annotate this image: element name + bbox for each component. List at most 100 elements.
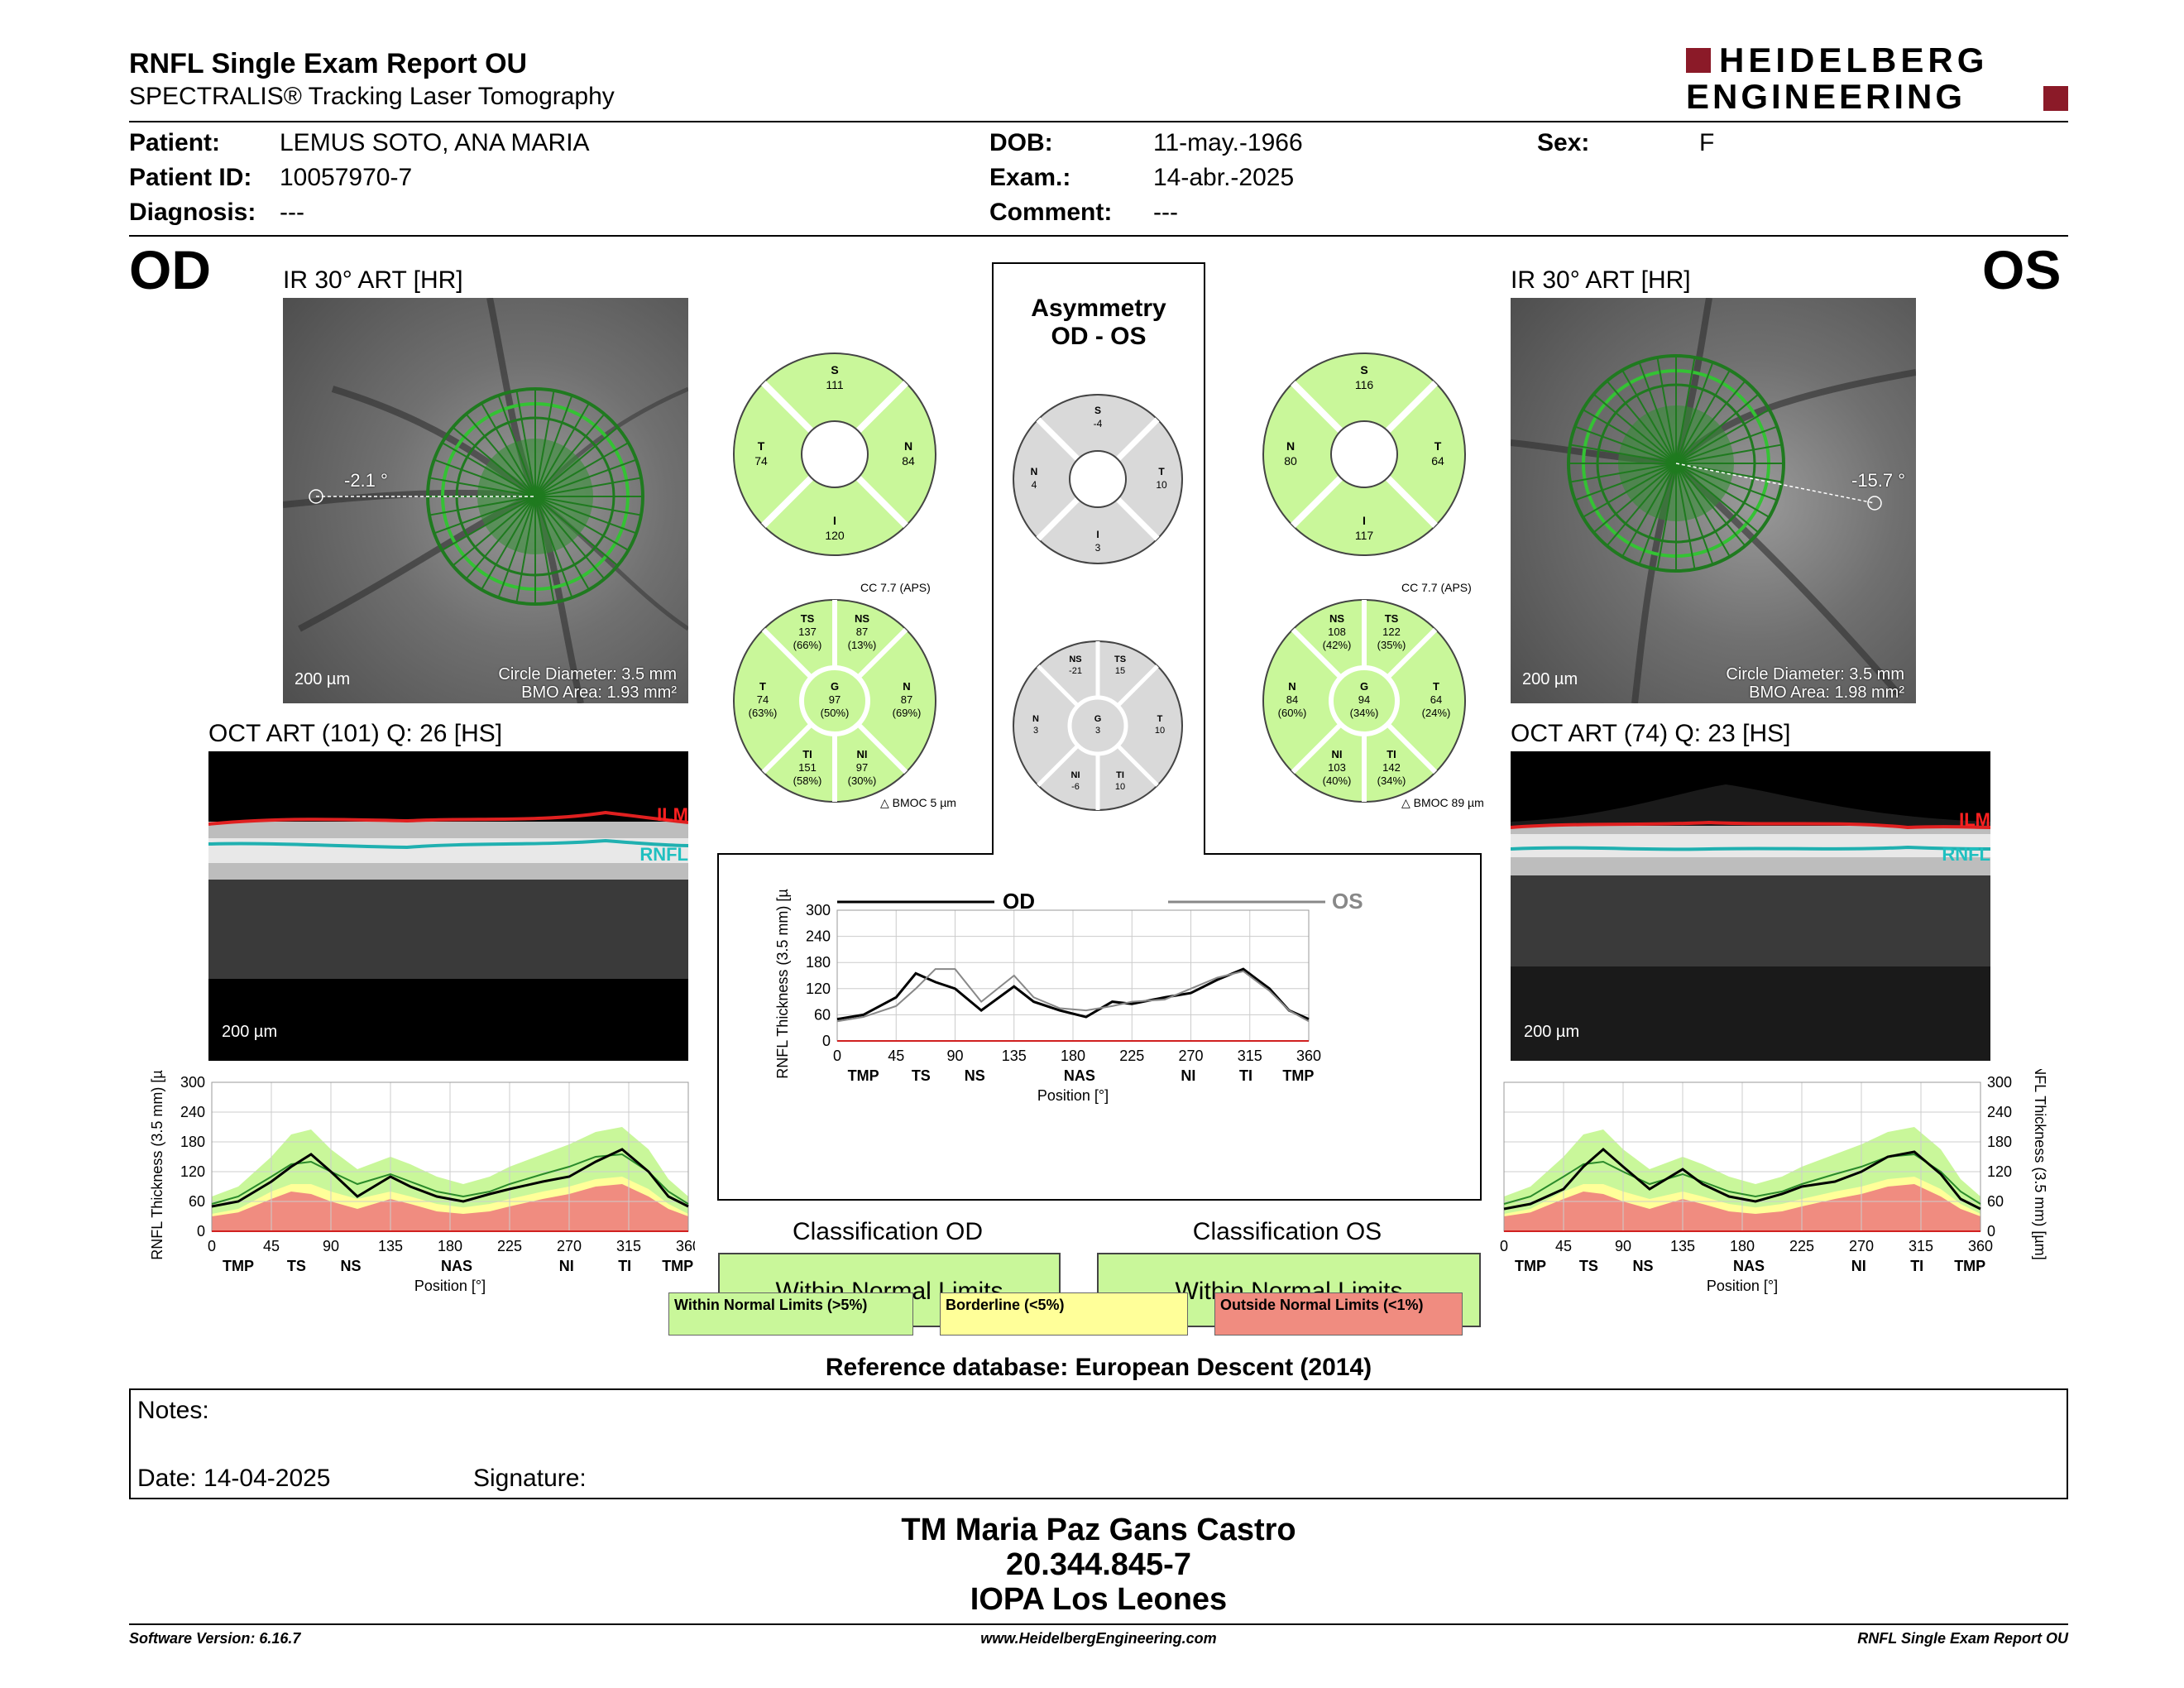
scan-spoke (481, 496, 536, 591)
x-tick-label: 315 (1238, 1048, 1262, 1064)
scan-spoke (534, 402, 590, 497)
asym-s-ni: -6 (1071, 782, 1080, 792)
asym-title-2: OD - OS (1051, 323, 1147, 350)
diagnosis-label: Diagnosis: (129, 199, 256, 226)
od-s-ti: 151 (798, 761, 817, 774)
os-q-t-label: T (1434, 439, 1442, 453)
logo-square-bottom (2043, 86, 2068, 111)
heidelberg-logo: HEIDELBERG ENGINEERING (1686, 41, 2068, 119)
od-sector-chart: TS 137 (66%) NS 87 (13%) T 74 (63%) G 97… (733, 599, 936, 803)
sector-label: TMP (223, 1258, 254, 1274)
scan-spoke (1582, 409, 1677, 464)
y-tick-label: 0 (197, 1223, 205, 1240)
od-quadrant-chart: S 111 T 74 N 84 I 120 (733, 352, 936, 556)
y-tick-label: 300 (180, 1074, 205, 1091)
scan-spoke (534, 496, 619, 567)
x-tick-label: 135 (378, 1238, 403, 1254)
scan-spoke (1638, 463, 1677, 565)
od-oct-image: ILM RNFL 200 µm (208, 751, 688, 1061)
scan-spoke (1592, 463, 1677, 534)
os-q-n: 80 (1284, 454, 1297, 468)
x-tick-label: 45 (263, 1238, 280, 1254)
asym-s-n-label: N (1032, 714, 1039, 724)
od-q-s: 111 (826, 378, 843, 391)
y-tick-label: 300 (806, 902, 831, 918)
signer-org: IOPA Los Leones (970, 1582, 1228, 1617)
footer-divider (129, 1623, 2068, 1625)
scan-spoke (1621, 463, 1677, 558)
x-tick-label: 315 (616, 1238, 641, 1254)
sector-label: TI (1910, 1258, 1923, 1274)
measured-line (1503, 1148, 1981, 1211)
os-q-i-label: I (1363, 514, 1366, 527)
scan-spoke (441, 442, 536, 497)
software-version: Software Version: 6.16.7 (129, 1630, 301, 1647)
asym-s-ts: 15 (1115, 666, 1125, 676)
od-s-ni-p: (30%) (848, 774, 877, 787)
sector-label: NS (965, 1067, 985, 1084)
scan-spoke (1606, 380, 1677, 464)
reference-database: Reference database: European Descent (20… (825, 1354, 1372, 1381)
x-tick-label: 270 (1849, 1238, 1874, 1254)
sector-label: TI (1239, 1067, 1252, 1084)
x-tick-label: 0 (833, 1048, 841, 1064)
os-angle: -15.7 ° (1851, 470, 1906, 491)
scan-spoke (1675, 463, 1696, 570)
delta-icon: △ (1401, 796, 1410, 809)
od-s-ts-label: TS (801, 612, 815, 625)
od-s-t: 74 (757, 693, 769, 706)
y-tick-label: 120 (180, 1163, 205, 1180)
asym-s-t: 10 (1155, 726, 1165, 736)
scan-spoke (1675, 463, 1778, 501)
scan-spoke (534, 496, 637, 535)
y-axis-label: RNFL Thickness (3.5 mm) [µm] (2032, 1069, 2048, 1260)
x-tick-label: 360 (1968, 1238, 1993, 1254)
logo-line1: HEIDELBERG (1719, 41, 1989, 79)
od-s-g: 97 (829, 693, 841, 706)
os-q-t: 64 (1431, 454, 1444, 468)
classification-os-title: Classification OS (1192, 1218, 1382, 1245)
y-tick-label: 180 (180, 1134, 205, 1150)
measured-line (211, 1148, 689, 1208)
scan-spoke (1592, 393, 1677, 464)
os-s-ni-label: NI (1332, 748, 1343, 760)
scan-spoke (534, 496, 606, 580)
y-tick-label: 180 (806, 954, 831, 971)
asym-q-t-label: T (1158, 466, 1165, 477)
os-s-t-label: T (1433, 680, 1439, 693)
os-s-g-label: G (1360, 680, 1368, 693)
report-name-footer: RNFL Single Exam Report OU (1857, 1630, 2068, 1647)
asym-title-1: Asymmetry (1031, 295, 1166, 322)
od-fundus-scale: 200 µm (295, 670, 351, 688)
od-oct-title: OCT ART (101) Q: 26 [HS] (208, 720, 503, 747)
date-label: Date: 14-04-2025 (137, 1465, 331, 1492)
asym-sector-chart: NS -21 TS 15 N 3 G 3 T 10 NI -6 TI 10 (1013, 640, 1183, 811)
od-s-ns: 87 (856, 626, 868, 638)
asym-s-ni-label: NI (1071, 770, 1080, 780)
x-tick-label: 90 (946, 1048, 963, 1064)
os-s-ts: 122 (1382, 626, 1401, 638)
sector-label: NI (1181, 1067, 1195, 1084)
scan-spoke (429, 477, 536, 497)
scan-spoke (465, 413, 536, 497)
y-tick-label: 60 (189, 1193, 205, 1210)
report-subtitle: SPECTRALIS® Tracking Laser Tomography (129, 83, 615, 110)
asym-s-g-label: G (1094, 714, 1102, 724)
scan-spoke (534, 442, 630, 497)
scan-spoke (1621, 369, 1677, 464)
os-q-n-label: N (1286, 439, 1295, 453)
x-axis-label: Position [°] (414, 1278, 486, 1294)
x-tick-label: 270 (557, 1238, 582, 1254)
os-fundus-scale: 200 µm (1522, 670, 1578, 688)
x-tick-label: 0 (1500, 1238, 1508, 1254)
os-s-n: 84 (1286, 693, 1298, 706)
os-q-s: 116 (1355, 378, 1374, 391)
y-tick-label: 240 (180, 1104, 205, 1120)
os-s-ts-p: (35%) (1377, 639, 1406, 651)
os-s-ni-p: (40%) (1323, 774, 1352, 787)
scan-spoke (534, 390, 555, 497)
y-tick-label: 120 (1987, 1163, 2012, 1180)
logo-line2: ENGINEERING (1686, 77, 1966, 116)
scan-spoke (465, 496, 536, 580)
od-bmoc: △ BMOC 5 µm (880, 796, 956, 810)
